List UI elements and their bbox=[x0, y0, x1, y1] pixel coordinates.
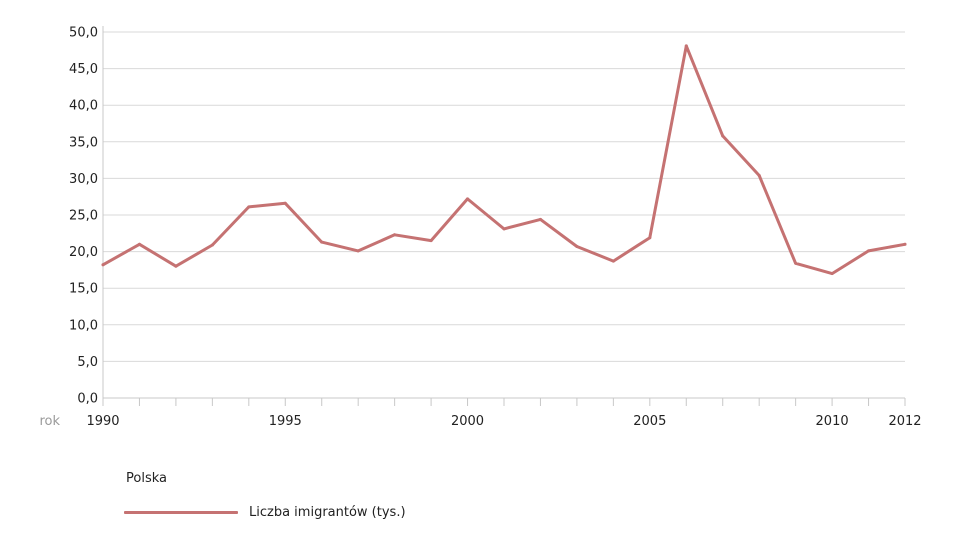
tick-labels: 0,0 5,0 10,0 15,0 20,0 25,0 30,0 35,0 40,0 45,0 50… bbox=[39, 26, 921, 430]
data-point bbox=[466, 197, 470, 201]
y-tick-label: 10,0 bbox=[69, 318, 98, 333]
axes bbox=[102, 26, 906, 406]
y-tick-label: 15,0 bbox=[69, 282, 98, 297]
x-tick-label: 2005 bbox=[633, 414, 666, 429]
data-point bbox=[174, 264, 178, 268]
data-point bbox=[320, 240, 324, 244]
x-tick-label: 1995 bbox=[269, 414, 302, 429]
data-point bbox=[137, 242, 141, 246]
data-point bbox=[101, 263, 105, 267]
data-point bbox=[283, 201, 287, 205]
x-tick-label: 1990 bbox=[86, 414, 119, 429]
legend-swatch bbox=[124, 510, 238, 514]
data-point bbox=[867, 249, 871, 253]
x-axis-label: rok bbox=[39, 414, 60, 429]
data-point bbox=[684, 44, 688, 48]
series-layer bbox=[101, 44, 907, 276]
gridlines bbox=[103, 31, 905, 362]
x-tick-label: 2010 bbox=[816, 414, 849, 429]
series-line-0 bbox=[101, 44, 907, 276]
data-point bbox=[611, 259, 615, 263]
data-point bbox=[393, 233, 397, 237]
data-point bbox=[247, 205, 251, 209]
y-tick-label: 35,0 bbox=[69, 135, 98, 150]
data-point bbox=[575, 244, 579, 248]
data-point bbox=[210, 243, 214, 247]
y-tick-label: 40,0 bbox=[69, 99, 98, 114]
data-point bbox=[757, 173, 761, 177]
data-point bbox=[903, 242, 907, 246]
y-tick-label: 5,0 bbox=[77, 355, 98, 370]
legend-label: Liczba imigrantów (tys.) bbox=[249, 504, 406, 520]
data-point bbox=[502, 227, 506, 231]
y-tick-label: 50,0 bbox=[69, 26, 98, 41]
data-point bbox=[429, 239, 433, 243]
legend-title: Polska bbox=[126, 471, 167, 486]
data-point bbox=[356, 249, 360, 253]
y-tick-label: 45,0 bbox=[69, 62, 98, 77]
x-tick-label: 2012 bbox=[888, 414, 921, 429]
y-tick-label: 30,0 bbox=[69, 172, 98, 187]
y-tick-label: 25,0 bbox=[69, 209, 98, 224]
data-point bbox=[648, 236, 652, 240]
legend-item[interactable]: Liczba imigrantów (tys.) bbox=[124, 502, 406, 522]
data-point bbox=[721, 134, 725, 138]
y-tick-label: 20,0 bbox=[69, 245, 98, 260]
data-point bbox=[538, 217, 542, 221]
x-tick-label: 2000 bbox=[451, 414, 484, 429]
data-point bbox=[794, 261, 798, 265]
data-point bbox=[830, 272, 834, 276]
y-tick-label: 0,0 bbox=[77, 392, 98, 407]
